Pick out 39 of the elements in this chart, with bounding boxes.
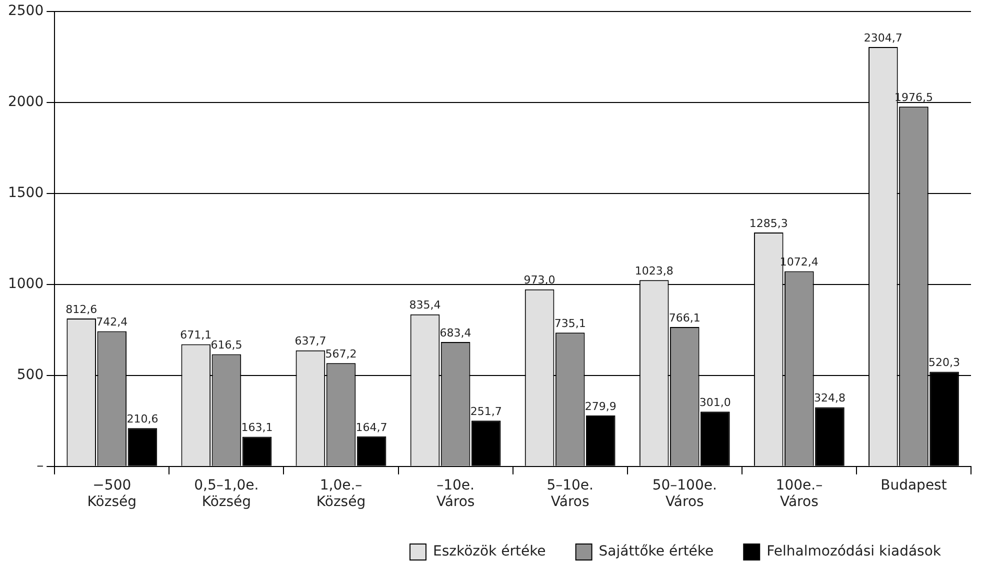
x-tick-label: 0,5–1,0e. Község — [194, 477, 259, 510]
legend-label: Felhalmozódási kiadások — [766, 544, 942, 560]
data-label: 616,5 — [210, 338, 242, 352]
data-label: 1285,3 — [749, 216, 788, 230]
x-tick-label: 100e.– Város — [776, 477, 823, 510]
data-label: 520,3 — [928, 356, 960, 370]
data-label: 671,1 — [180, 328, 212, 342]
data-label: 301,0 — [699, 396, 731, 409]
x-tick-label: –10e. Város — [436, 477, 475, 510]
y-tick-label: 1500 — [8, 185, 44, 202]
x-tick-label: −500 Község — [87, 477, 137, 510]
data-label: 1023,8 — [634, 264, 674, 278]
y-tick-label: 2500 — [8, 3, 44, 20]
data-label: 812,6 — [66, 302, 98, 316]
data-label: 567,2 — [325, 348, 357, 361]
legend-label: Sajáttőke értéke — [598, 544, 714, 560]
data-label: 2304,7 — [864, 31, 902, 44]
y-tick-label: – — [36, 458, 44, 474]
y-tick-label: 500 — [16, 367, 44, 384]
data-label: 766,1 — [668, 311, 700, 324]
y-tick-label: 2000 — [8, 94, 44, 110]
x-tick-label: 1,0e.– Község — [316, 477, 366, 510]
x-tick-label: 5–10e. Város — [546, 477, 594, 510]
data-label: 683,4 — [440, 326, 472, 340]
data-label: 637,7 — [294, 334, 326, 348]
data-label: 973,0 — [524, 274, 556, 287]
data-label: 735,1 — [554, 316, 586, 330]
data-label: 251,7 — [470, 404, 502, 418]
data-label: 210,6 — [126, 412, 158, 426]
x-tick-label: Budapest — [880, 477, 948, 494]
y-tick-label: 1000 — [8, 276, 44, 292]
data-label: 835,4 — [409, 298, 441, 312]
legend-label: Eszközök értéke — [432, 544, 546, 560]
data-label: 742,4 — [96, 316, 128, 329]
x-tick-label: 50–100e. Város — [652, 477, 717, 510]
data-label: 279,9 — [584, 400, 616, 413]
data-label: 324,8 — [814, 392, 846, 405]
data-label: 164,7 — [356, 420, 388, 434]
data-label: 163,1 — [241, 421, 273, 434]
